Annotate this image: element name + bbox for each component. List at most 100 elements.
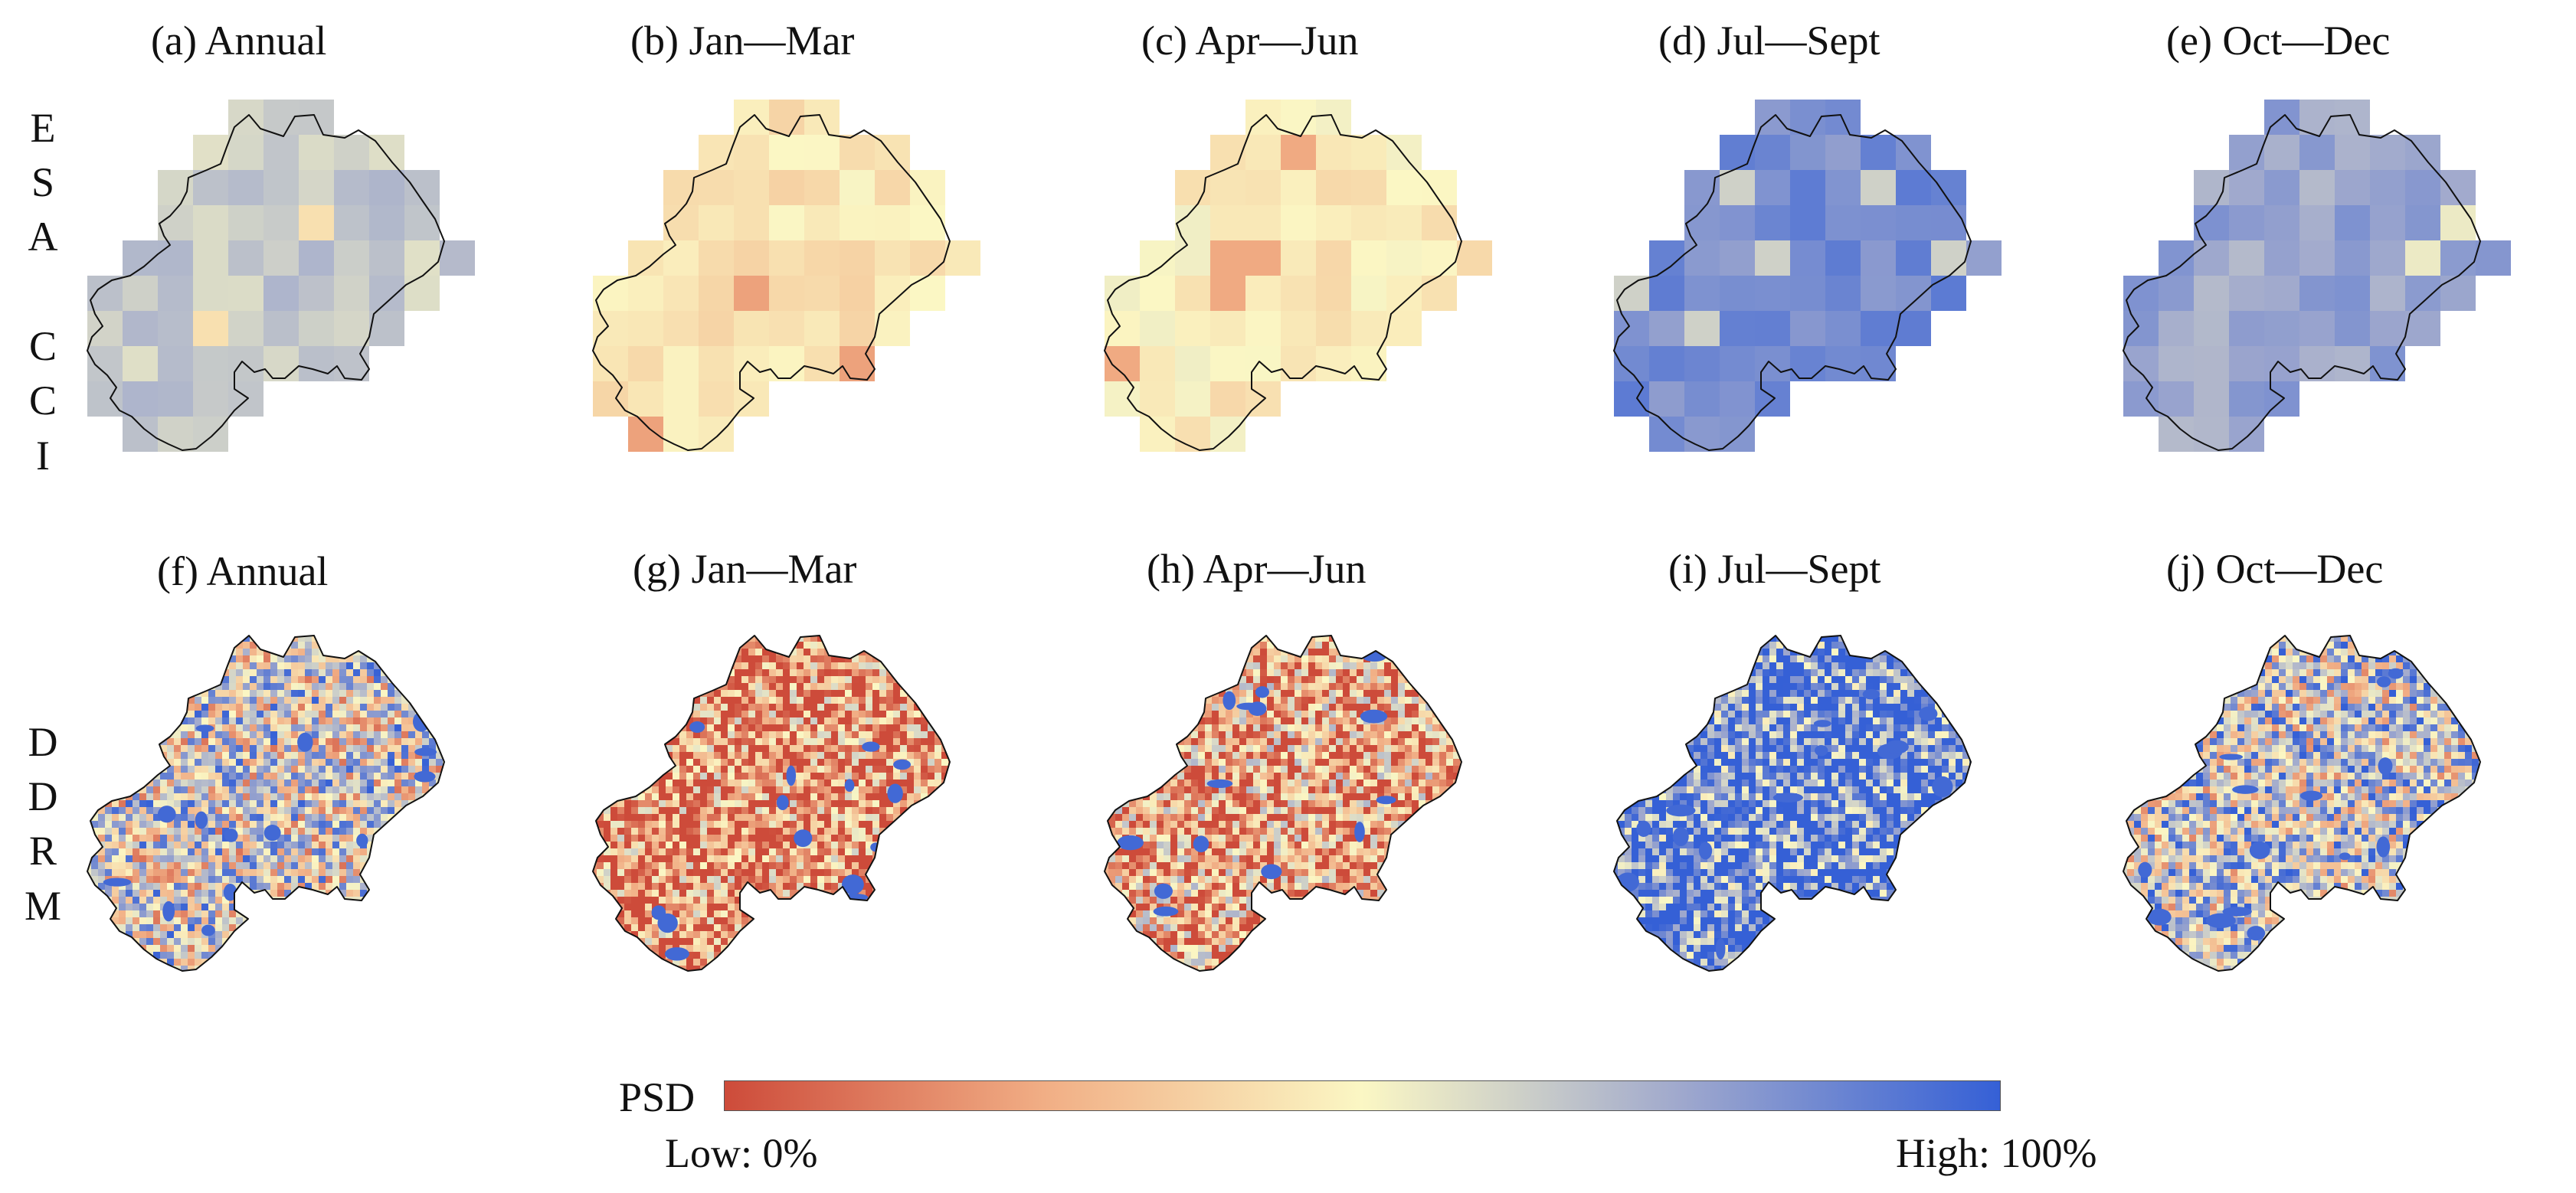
map-texture-cell: [208, 814, 215, 821]
map-texture-cell: [1191, 752, 1198, 759]
map-texture-cell: [1845, 690, 1852, 697]
map-texture-cell: [783, 855, 790, 862]
map-texture-cell: [914, 731, 921, 738]
map-texture-cell: [797, 642, 804, 649]
map-texture-cell: [201, 800, 208, 807]
map-texture-cell: [817, 717, 824, 724]
map-grid-cell: [1316, 276, 1351, 311]
map-texture-cell: [236, 862, 243, 869]
map-texture-cell: [879, 731, 886, 738]
map-texture-cell: [1226, 835, 1232, 842]
map-texture-cell: [879, 773, 886, 780]
map-texture-cell: [1246, 883, 1253, 890]
map-texture-cell: [367, 835, 374, 842]
map-grid-cell: [1861, 276, 1896, 311]
map-texture-cell: [679, 780, 686, 786]
map-texture-cell: [1405, 717, 1412, 724]
map-texture-cell: [1845, 676, 1852, 683]
map-texture-cell: [872, 711, 879, 717]
map-texture-cell: [817, 669, 824, 676]
map-texture-cell: [1804, 662, 1811, 669]
map-grid-cell: [1351, 311, 1386, 346]
map-texture-cell: [167, 848, 174, 855]
map-texture-cell: [284, 828, 291, 835]
map-texture-cell: [332, 773, 339, 780]
map-texture-cell: [374, 807, 381, 814]
map-texture-cell: [762, 855, 769, 862]
map-texture-cell: [339, 731, 346, 738]
map-texture-cell: [1343, 717, 1350, 724]
map-texture-cell: [188, 924, 195, 931]
map-texture-cell: [1866, 669, 1873, 676]
map-texture-cell: [721, 786, 728, 793]
map-texture-cell: [1198, 773, 1205, 780]
map-texture-cell: [1198, 828, 1205, 835]
map-texture-cell: [652, 938, 659, 945]
map-texture-cell: [401, 786, 408, 793]
map-texture-cell: [1177, 904, 1184, 910]
map-texture-cell: [1776, 662, 1783, 669]
map-texture-cell: [1232, 910, 1239, 917]
map-texture-cell: [291, 807, 298, 814]
map-texture-cell: [1295, 780, 1301, 786]
map-texture-cell: [845, 773, 852, 780]
map-texture-cell: [1253, 669, 1260, 676]
map-texture-cell: [236, 724, 243, 731]
map-grid-cell: [1684, 311, 1720, 346]
map-texture-cell: [1350, 835, 1357, 842]
map-texture-cell: [250, 835, 257, 842]
map-texture-cell: [866, 704, 872, 711]
map-texture-cell: [638, 931, 645, 938]
map-texture-cell: [872, 697, 879, 704]
map-texture-cell: [236, 807, 243, 814]
map-texture-cell: [277, 676, 284, 683]
map-texture-cell: [236, 752, 243, 759]
map-texture-cell: [229, 917, 236, 924]
map-texture-cell: [631, 931, 638, 938]
map-grid-cell: [804, 240, 840, 276]
map-texture-cell: [866, 848, 872, 855]
map-texture-cell: [838, 690, 845, 697]
map-texture-cell: [126, 890, 133, 897]
map-texture-cell: [1260, 876, 1267, 883]
map-texture-cell: [146, 793, 153, 800]
map-texture-cell: [1350, 766, 1357, 773]
map-texture-cell: [624, 904, 631, 910]
map-texture-cell: [1212, 952, 1219, 959]
map-texture-cell: [597, 855, 604, 862]
map-texture-cell: [597, 862, 604, 869]
map-texture-cell: [195, 745, 201, 752]
map-texture-cell: [1205, 773, 1212, 780]
map-texture-cell: [1184, 807, 1191, 814]
map-texture-cell: [679, 855, 686, 862]
map-texture-cell: [236, 786, 243, 793]
map-texture-cell: [346, 800, 353, 807]
map-texture-cell: [408, 766, 415, 773]
map-texture-cell: [769, 717, 776, 724]
map-texture-cell: [229, 910, 236, 917]
map-texture-cell: [284, 807, 291, 814]
map-texture-cell: [298, 683, 305, 690]
map-texture-cell: [679, 752, 686, 759]
map-texture-cell: [666, 945, 673, 952]
map-texture-cell: [1391, 676, 1398, 683]
map-grid-cell: [804, 346, 840, 381]
map-texture-cell: [755, 780, 762, 786]
map-texture-cell: [1391, 800, 1398, 807]
map-texture-cell: [638, 897, 645, 904]
map-texture-cell: [1377, 773, 1384, 780]
map-texture-cell: [181, 793, 188, 800]
map-texture-cell: [748, 773, 755, 780]
map-texture-cell: [1790, 697, 1797, 704]
map-texture-cell: [872, 828, 879, 835]
map-texture-cell: [1157, 828, 1164, 835]
map-texture-cell: [181, 759, 188, 766]
map-texture-cell: [700, 855, 707, 862]
map-texture-cell: [1432, 773, 1439, 780]
map-texture-cell: [346, 828, 353, 835]
map-texture-cell: [693, 890, 700, 897]
map-texture-cell: [215, 931, 222, 938]
map-texture-cell: [1363, 842, 1370, 848]
map-texture-cell: [98, 828, 105, 835]
map-texture-cell: [1398, 752, 1405, 759]
